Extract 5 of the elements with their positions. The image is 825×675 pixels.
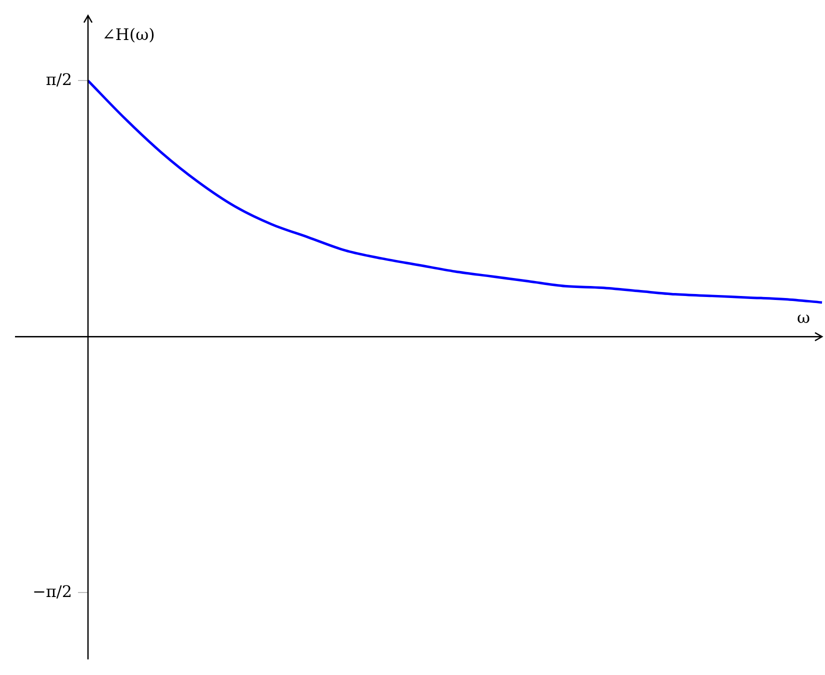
y-tick-label: π/2: [46, 70, 72, 89]
y-tick-label: −π/2: [32, 582, 72, 601]
x-axis-title: ω: [796, 308, 810, 327]
line-series: [86, 79, 824, 304]
y-axis-title: ∠H(ω): [102, 24, 155, 44]
